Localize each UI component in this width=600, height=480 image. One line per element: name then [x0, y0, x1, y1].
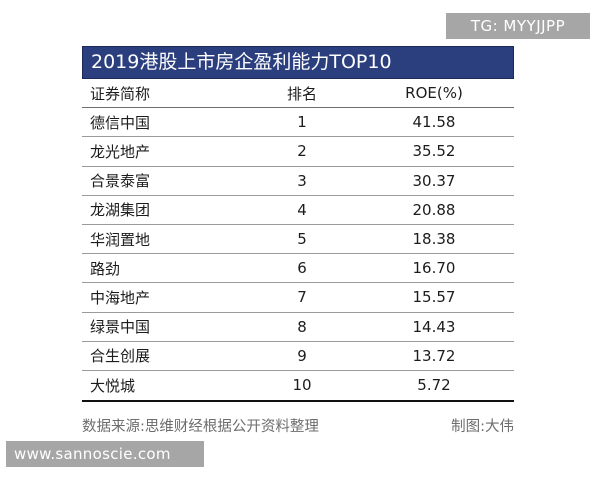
table-row: 合生创展 9 13.72: [82, 342, 514, 371]
cell-rank: 1: [297, 113, 307, 132]
cell-rank: 10: [292, 376, 312, 395]
cell-roe: 15.57: [412, 288, 456, 307]
cell-name: 路劲: [90, 259, 121, 278]
watermark-top: TG: MYYJJPP: [446, 13, 590, 39]
cell-name: 合生创展: [90, 347, 151, 366]
table-header-row: 证券简称 排名 ROE(%): [82, 79, 514, 109]
table-row: 龙湖集团 4 20.88: [82, 196, 514, 225]
cell-name: 合景泰富: [90, 172, 151, 191]
cell-roe: 41.58: [412, 113, 456, 132]
cell-roe: 20.88: [412, 200, 456, 219]
cell-name: 绿景中国: [90, 318, 151, 337]
cell-roe: 30.37: [412, 171, 456, 190]
table-row: 龙光地产 2 35.52: [82, 137, 514, 167]
table-row: 路劲 6 16.70: [82, 254, 514, 284]
table-row: 绿景中国 8 14.43: [82, 313, 514, 342]
cell-roe: 35.52: [412, 142, 456, 161]
table-row: 大悦城 10 5.72: [82, 371, 514, 400]
cell-rank: 3: [297, 171, 307, 190]
cell-roe: 18.38: [412, 230, 456, 249]
chart-credit: 制图:大伟: [451, 419, 514, 435]
cell-rank: 4: [297, 200, 307, 219]
cell-name: 龙光地产: [90, 142, 151, 161]
table-title: 2019港股上市房企盈利能力TOP10: [82, 46, 514, 79]
cell-roe: 5.72: [417, 376, 451, 395]
watermark-bottom: www.sannoscie.com: [6, 441, 204, 467]
data-source-note: 数据来源:思维财经根据公开资料整理: [82, 419, 319, 435]
header-name: 证券简称: [90, 84, 151, 103]
cell-name: 大悦城: [90, 376, 136, 395]
cell-roe: 14.43: [412, 317, 456, 336]
header-rank: 排名: [286, 84, 317, 103]
header-roe: ROE(%): [405, 84, 463, 103]
cell-name: 德信中国: [90, 113, 151, 132]
cell-rank: 9: [297, 346, 307, 365]
cell-name: 中海地产: [90, 288, 151, 307]
cell-rank: 8: [297, 317, 307, 336]
cell-name: 龙湖集团: [90, 201, 151, 220]
table-footer: 数据来源:思维财经根据公开资料整理 制图:大伟: [82, 415, 514, 436]
table-row: 德信中国 1 41.58: [82, 108, 514, 138]
cell-roe: 13.72: [412, 346, 456, 365]
cell-name: 华润置地: [90, 230, 151, 249]
table-row: 中海地产 7 15.57: [82, 283, 514, 313]
cell-rank: 2: [297, 142, 307, 161]
cell-rank: 6: [297, 259, 307, 278]
cell-rank: 7: [297, 288, 307, 307]
cell-roe: 16.70: [412, 259, 456, 278]
roe-ranking-table: 证券简称 排名 ROE(%) 德信中国 1 41.58 龙光地产 2 35.52…: [82, 79, 514, 403]
table-row: 合景泰富 3 30.37: [82, 167, 514, 196]
cell-rank: 5: [297, 230, 307, 249]
table-row: 华润置地 5 18.38: [82, 225, 514, 255]
